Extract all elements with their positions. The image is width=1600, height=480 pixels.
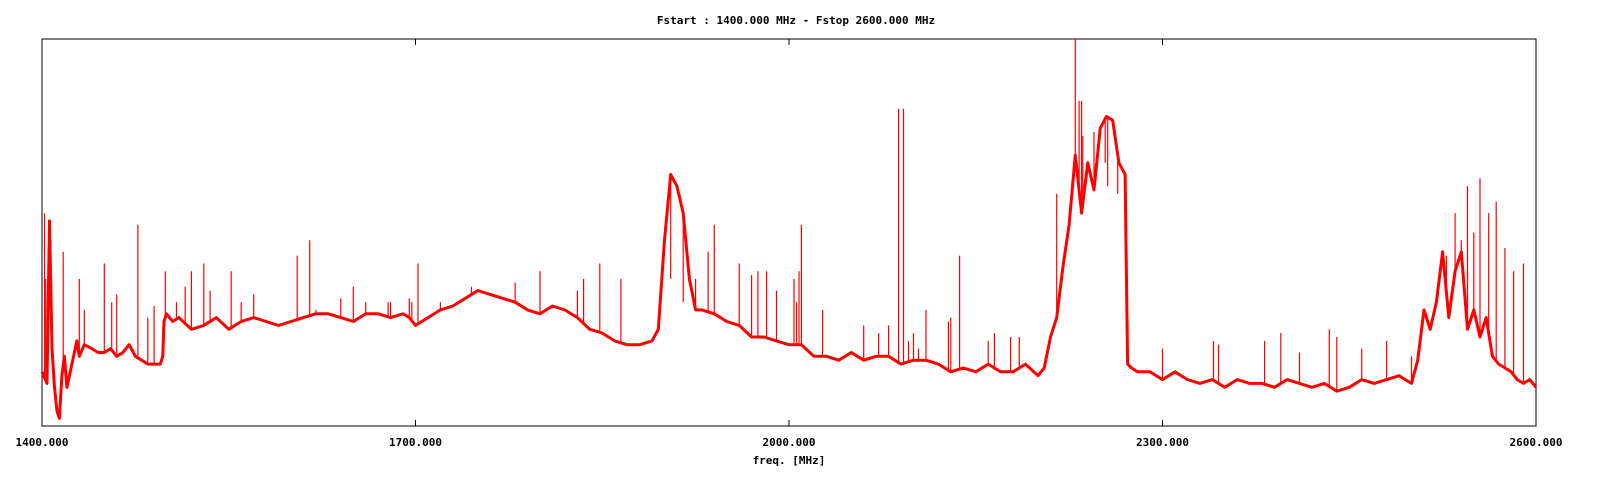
x-axis-label: freq. [MHz] — [753, 454, 826, 467]
x-tick-label: 2300.000 — [1136, 436, 1189, 449]
plot-frame — [41, 38, 1537, 427]
series-layer — [40, 39, 1538, 420]
x-tick-label: 2000.000 — [763, 436, 816, 449]
x-tick-label: 2600.000 — [1510, 436, 1563, 449]
x-axis: 1400.000 1700.000 2000.000 2300.000 2600.000 — [16, 39, 1563, 449]
x-tick-label: 1700.000 — [389, 436, 442, 449]
x-tick-label: 1400.000 — [16, 436, 69, 449]
chart-title: Fstart : 1400.000 MHz - Fstop 2600.000 M… — [657, 14, 935, 27]
spectrum-trace — [40, 114, 1538, 420]
